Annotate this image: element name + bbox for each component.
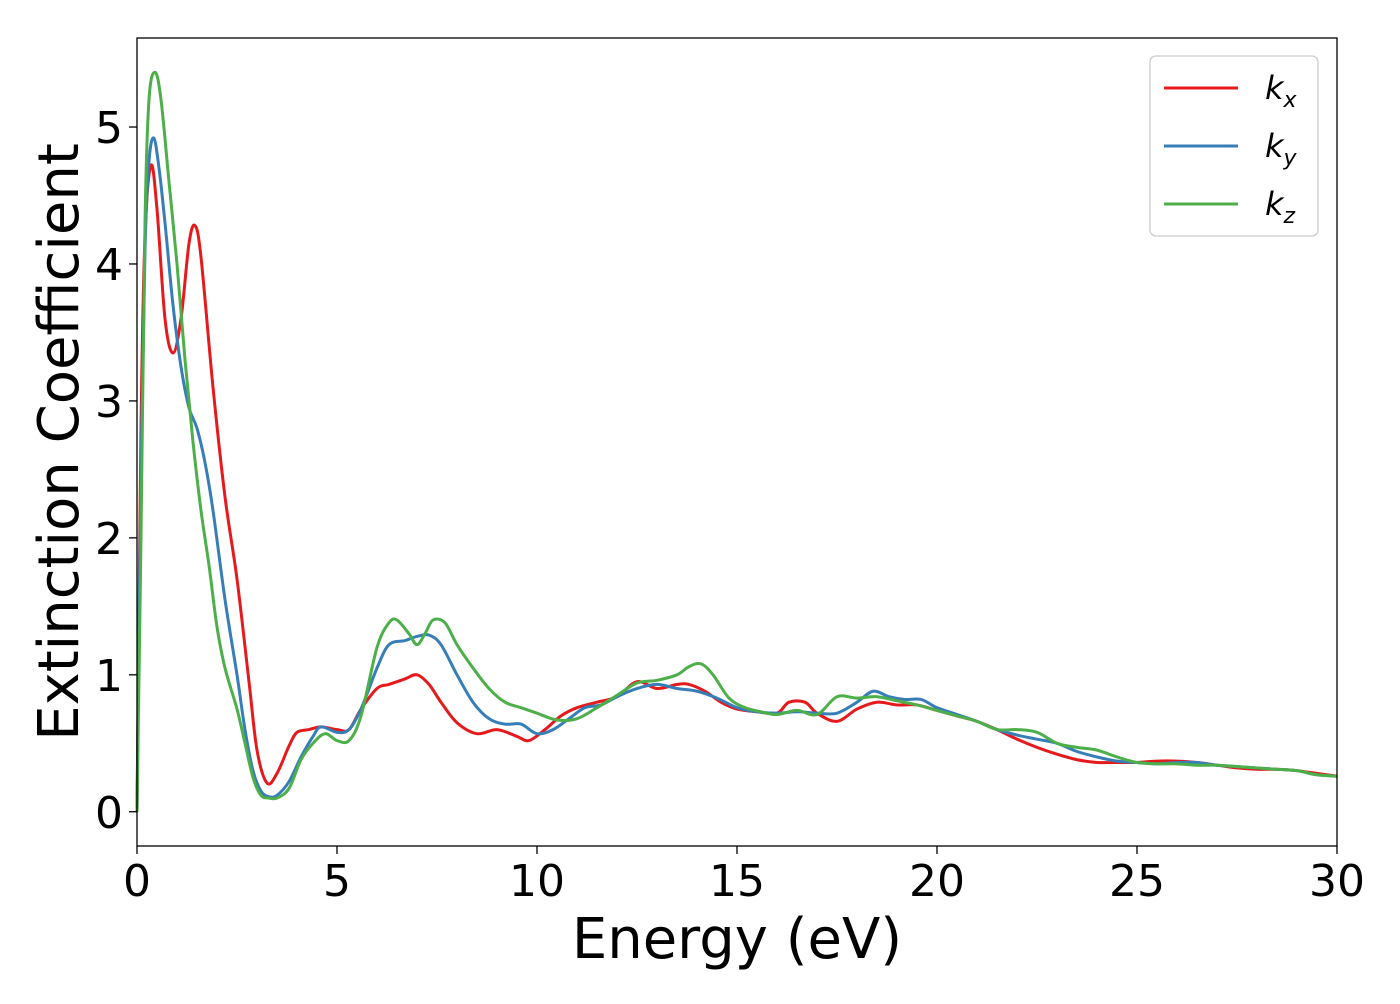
plot-background <box>137 38 1337 846</box>
x-tick-label: 0 <box>123 856 151 907</box>
y-tick-label: 3 <box>95 377 123 428</box>
x-tick-label: 10 <box>509 856 565 907</box>
y-axis: 0 1 2 3 4 5 <box>95 103 137 839</box>
x-tick-label: 30 <box>1309 856 1365 907</box>
y-axis-title: Extinction Coefficient <box>27 143 92 741</box>
legend-subscript: z <box>1283 204 1296 229</box>
x-tick-label: 25 <box>1109 856 1165 907</box>
legend-subscript: x <box>1283 88 1298 113</box>
x-axis-title: Energy (eV) <box>572 907 902 972</box>
x-tick-label: 15 <box>709 856 765 907</box>
series-layer <box>135 70 1338 812</box>
y-tick-label: 5 <box>95 103 123 154</box>
legend-subscript: y <box>1283 146 1298 171</box>
series-line-kx <box>135 163 1338 812</box>
x-axis: 0 5 10 15 20 25 30 <box>123 846 1365 907</box>
x-tick-label: 5 <box>323 856 351 907</box>
series-line-kz <box>135 70 1338 812</box>
y-tick-label: 4 <box>95 240 123 291</box>
y-tick-label: 2 <box>95 514 123 565</box>
y-tick-label: 1 <box>95 651 123 702</box>
y-tick-label: 0 <box>95 788 123 839</box>
x-tick-label: 20 <box>909 856 965 907</box>
